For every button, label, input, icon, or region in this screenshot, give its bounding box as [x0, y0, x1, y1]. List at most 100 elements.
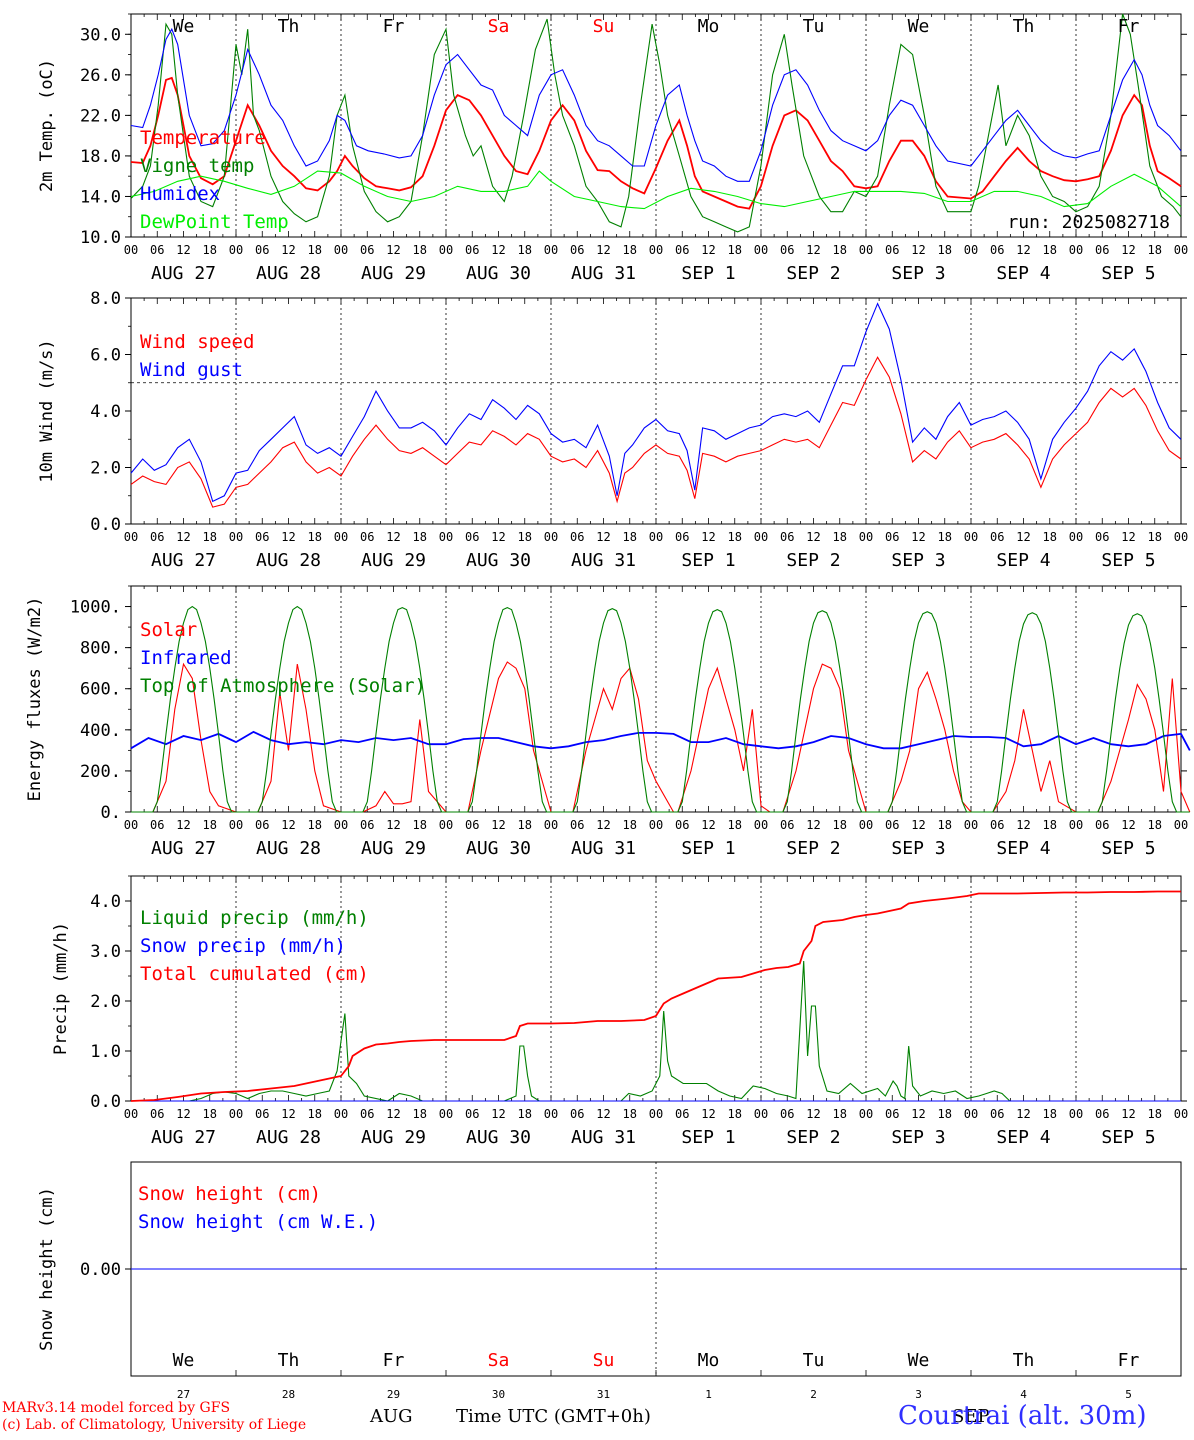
x-tick-label: 00	[754, 243, 768, 257]
x-tick-label: 18	[518, 530, 532, 544]
x-tick-label: 00	[124, 818, 138, 832]
x-tick-label: 18	[518, 243, 532, 257]
x-tick-label: 00	[859, 818, 873, 832]
x-tick-label: 18	[623, 1107, 637, 1121]
x-date-label: SEP 5	[1101, 263, 1155, 284]
date-number: 2	[810, 1388, 817, 1401]
x-tick-label: 18	[1043, 530, 1057, 544]
y-tick-label: 18.0	[80, 147, 121, 167]
x-tick-label: 12	[911, 818, 925, 832]
x-tick-label: 00	[1174, 243, 1188, 257]
x-tick-label: 00	[124, 530, 138, 544]
x-tick-label: 12	[1121, 243, 1135, 257]
x-tick-label: 18	[833, 530, 847, 544]
x-tick-label: 06	[465, 530, 479, 544]
y-tick-label: 0.	[101, 803, 121, 823]
x-tick-label: 06	[1095, 530, 1109, 544]
y-tick-label: 22.0	[80, 106, 121, 126]
x-tick-label: 00	[1069, 530, 1083, 544]
y-tick-label: 8.0	[90, 289, 121, 309]
legend-entry: Vigne temp	[140, 155, 254, 177]
weekday-label: Sa	[488, 1350, 510, 1371]
weekday-label: Fr	[383, 1350, 405, 1371]
x-tick-label: 18	[728, 243, 742, 257]
x-tick-label: 00	[439, 1107, 453, 1121]
weekday-label: Mo	[698, 16, 720, 37]
x-tick-label: 18	[1043, 1107, 1057, 1121]
x-tick-label: 00	[1174, 1107, 1188, 1121]
y-axis-title: Precip (mm/h)	[51, 922, 71, 1055]
weekday-label: We	[173, 1350, 195, 1371]
x-tick-label: 12	[701, 1107, 715, 1121]
x-tick-label: 18	[938, 1107, 952, 1121]
x-tick-label: 00	[754, 1107, 768, 1121]
x-tick-label: 12	[701, 530, 715, 544]
legend-entry: Temperature	[140, 127, 266, 149]
x-tick-label: 18	[308, 818, 322, 832]
x-tick-label: 06	[465, 1107, 479, 1121]
x-tick-label: 12	[386, 530, 400, 544]
x-tick-label: 06	[360, 530, 374, 544]
x-tick-label: 12	[176, 818, 190, 832]
x-tick-label: 12	[806, 818, 820, 832]
x-tick-label: 18	[623, 818, 637, 832]
x-tick-label: 18	[413, 530, 427, 544]
x-tick-label: 12	[911, 1107, 925, 1121]
x-tick-label: 12	[1016, 1107, 1030, 1121]
x-tick-label: 00	[334, 243, 348, 257]
x-tick-label: 12	[1121, 530, 1135, 544]
x-tick-label: 12	[1121, 818, 1135, 832]
x-tick-label: 00	[439, 530, 453, 544]
x-tick-label: 12	[491, 243, 505, 257]
x-tick-label: 06	[1095, 818, 1109, 832]
x-tick-label: 12	[281, 530, 295, 544]
y-axis-title: Snow height (cm)	[37, 1187, 57, 1351]
x-tick-label: 18	[833, 1107, 847, 1121]
x-tick-label: 18	[938, 818, 952, 832]
legend-entry: DewPoint Temp	[140, 211, 289, 233]
x-tick-label: 12	[596, 818, 610, 832]
y-axis-title: 10m Wind (m/s)	[37, 339, 57, 482]
x-date-label: AUG 27	[151, 263, 216, 284]
legend-entry: Humidex	[140, 183, 220, 205]
series-line	[130, 890, 1181, 1102]
y-axis-title: Energy fluxes (W/m2)	[25, 597, 45, 802]
x-tick-label: 06	[885, 530, 899, 544]
x-tick-label: 18	[413, 243, 427, 257]
y-tick-label: 1.0	[90, 1042, 121, 1062]
date-number: 27	[177, 1388, 190, 1401]
x-tick-label: 06	[255, 818, 269, 832]
y-tick-label: 4.0	[90, 892, 121, 912]
y-tick-label: 0.00	[80, 1260, 121, 1280]
x-tick-label: 12	[491, 1107, 505, 1121]
weekday-label: Tu	[803, 1350, 825, 1371]
weekday-label: Th	[278, 1350, 300, 1371]
x-date-label: SEP 3	[891, 263, 945, 284]
x-tick-label: 06	[675, 818, 689, 832]
x-date-label: AUG 30	[466, 1127, 531, 1148]
x-date-label: AUG 29	[361, 1127, 426, 1148]
x-date-label: AUG 31	[571, 263, 636, 284]
date-number: 31	[597, 1388, 610, 1401]
x-date-label: SEP 1	[681, 838, 735, 859]
x-tick-label: 18	[1043, 818, 1057, 832]
x-date-label: SEP 5	[1101, 838, 1155, 859]
x-tick-label: 12	[806, 1107, 820, 1121]
x-date-label: SEP 4	[996, 263, 1050, 284]
x-date-label: AUG 31	[571, 550, 636, 571]
x-tick-label: 18	[203, 243, 217, 257]
x-date-label: AUG 27	[151, 1127, 216, 1148]
series-line	[130, 170, 1182, 210]
x-tick-label: 06	[150, 243, 164, 257]
date-number: 1	[705, 1388, 712, 1401]
x-tick-label: 12	[176, 243, 190, 257]
date-number: 5	[1125, 1388, 1132, 1401]
x-tick-label: 06	[990, 530, 1004, 544]
footer-lab: (c) Lab. of Climatology, University of L…	[2, 1417, 307, 1433]
x-tick-label: 00	[649, 530, 663, 544]
x-date-label: SEP 4	[996, 1127, 1050, 1148]
x-date-label: AUG 28	[256, 550, 321, 571]
x-tick-label: 18	[413, 1107, 427, 1121]
series-line	[130, 356, 1182, 508]
